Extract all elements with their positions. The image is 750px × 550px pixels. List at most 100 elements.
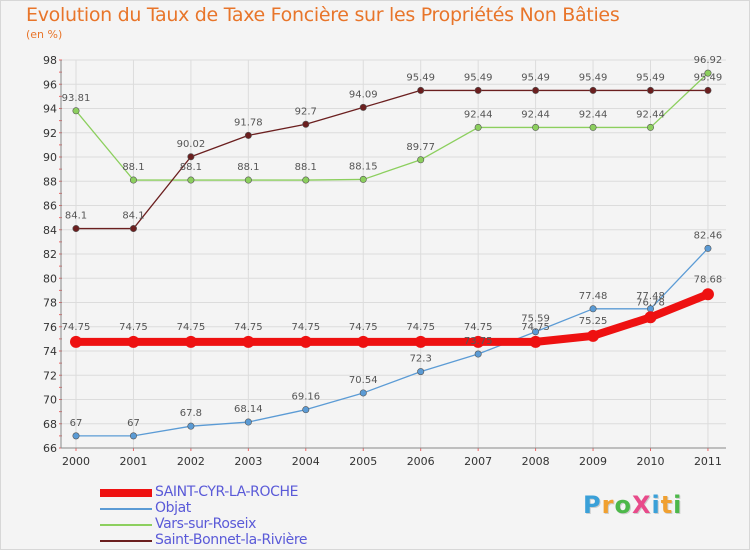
data-point [646,86,654,94]
data-label: 84.1 [65,211,87,222]
data-label: 68.14 [234,404,263,415]
y-tick-label: 82 [43,248,57,261]
data-label: 90.02 [177,139,206,150]
y-tick-label: 76 [43,321,57,334]
data-label: 93.81 [62,93,91,104]
y-tick-label: 84 [43,224,57,237]
data-label: 78.68 [694,274,723,285]
data-label: 74.75 [464,322,493,333]
data-labels: 67 67 67.8 68.14 69.16 70.54 72.3 73.75 75.59 77.… [62,55,723,429]
legend-item: Objat [100,500,380,516]
data-point [127,335,140,348]
x-tick-label: 2004 [292,455,320,468]
data-point [587,329,600,342]
data-point [417,86,425,94]
data-point [129,432,137,440]
data-label: 72.3 [410,354,432,365]
data-label: 92.44 [579,109,608,120]
data-point [187,422,195,430]
data-point [184,335,197,348]
data-point [70,335,82,348]
y-tick-label: 98 [43,54,57,67]
data-label: 95.49 [464,72,493,83]
data-label: 77.48 [579,291,608,302]
data-point [129,225,137,233]
y-tick-label: 96 [43,78,57,91]
y-tick-label: 72 [43,369,57,382]
data-label: 70.54 [349,375,378,386]
y-tick-label: 94 [43,103,57,116]
data-label: 88.15 [349,161,378,172]
legend-label: Saint-Bonnet-la-Rivière [155,532,308,548]
data-label: 74.75 [234,322,263,333]
y-tick-label: 70 [43,394,57,407]
data-point [244,418,252,426]
legend-swatch [100,508,152,510]
data-label: 92.44 [464,109,493,120]
y-tick-label: 68 [43,418,57,431]
data-point [704,69,712,77]
data-point [242,335,255,348]
data-label: 88.1 [295,162,317,173]
y-tick-label: 66 [43,442,57,455]
data-point [474,86,482,94]
data-label: 95.49 [636,72,665,83]
data-point [359,103,367,111]
proxiti-logo: ProXiti [583,491,683,519]
legend-item: SAINT-CYR-LA-ROCHE [100,484,380,500]
grid [61,59,726,449]
data-point [414,335,427,348]
y-tick-label: 88 [43,175,57,188]
data-point [302,120,310,128]
data-label: 92.7 [295,106,317,117]
data-label: 89.77 [406,142,435,153]
data-point [72,107,80,115]
data-label: 88.1 [237,162,259,173]
data-point [532,328,540,336]
data-point [244,176,252,184]
y-tick-label: 90 [43,151,57,164]
data-label: 77.48 [636,291,665,302]
data-point [474,350,482,358]
data-label: 88.1 [122,162,144,173]
data-point [302,176,310,184]
y-tick-label: 78 [43,297,57,310]
data-label: 92.44 [636,109,665,120]
data-point [704,86,712,94]
data-label: 74.75 [119,322,148,333]
data-label: 82.46 [694,230,723,241]
y-tick-label: 86 [43,200,57,213]
data-point [529,335,542,348]
data-label: 74.75 [177,322,206,333]
data-point [701,288,714,301]
series-line-2 [75,72,709,181]
data-label: 75.25 [579,316,608,327]
data-point [417,156,425,164]
x-tick-label: 2008 [522,455,550,468]
series-line-1 [76,247,709,437]
x-tick-label: 2003 [234,455,262,468]
legend-item: Saint-Bonnet-la-Rivière [100,532,380,548]
data-point [129,176,137,184]
unit-label: (en %) [26,28,63,41]
data-label: 92.44 [521,109,550,120]
axes: 66 68 70 72 74 76 78 80 82 84 86 88 90 92 94 96 98 2000 20… [43,54,726,468]
x-tick-label: 2007 [464,455,492,468]
data-point [472,335,485,348]
data-point [589,86,597,94]
data-point [474,123,482,131]
data-label: 67 [70,418,83,429]
series-line-3 [76,89,708,230]
line-chart: 66 68 70 72 74 76 78 80 82 84 86 88 90 92 94 96 98 2000 20… [43,54,726,468]
data-point [646,123,654,131]
data-label: 74.75 [406,322,435,333]
data-label: 95.49 [406,72,435,83]
data-point [72,225,80,233]
data-label: 74.75 [291,322,320,333]
data-point [417,368,425,376]
data-label: 74.75 [349,322,378,333]
data-point [532,123,540,131]
data-point [299,335,312,348]
data-label: 95.49 [694,72,723,83]
